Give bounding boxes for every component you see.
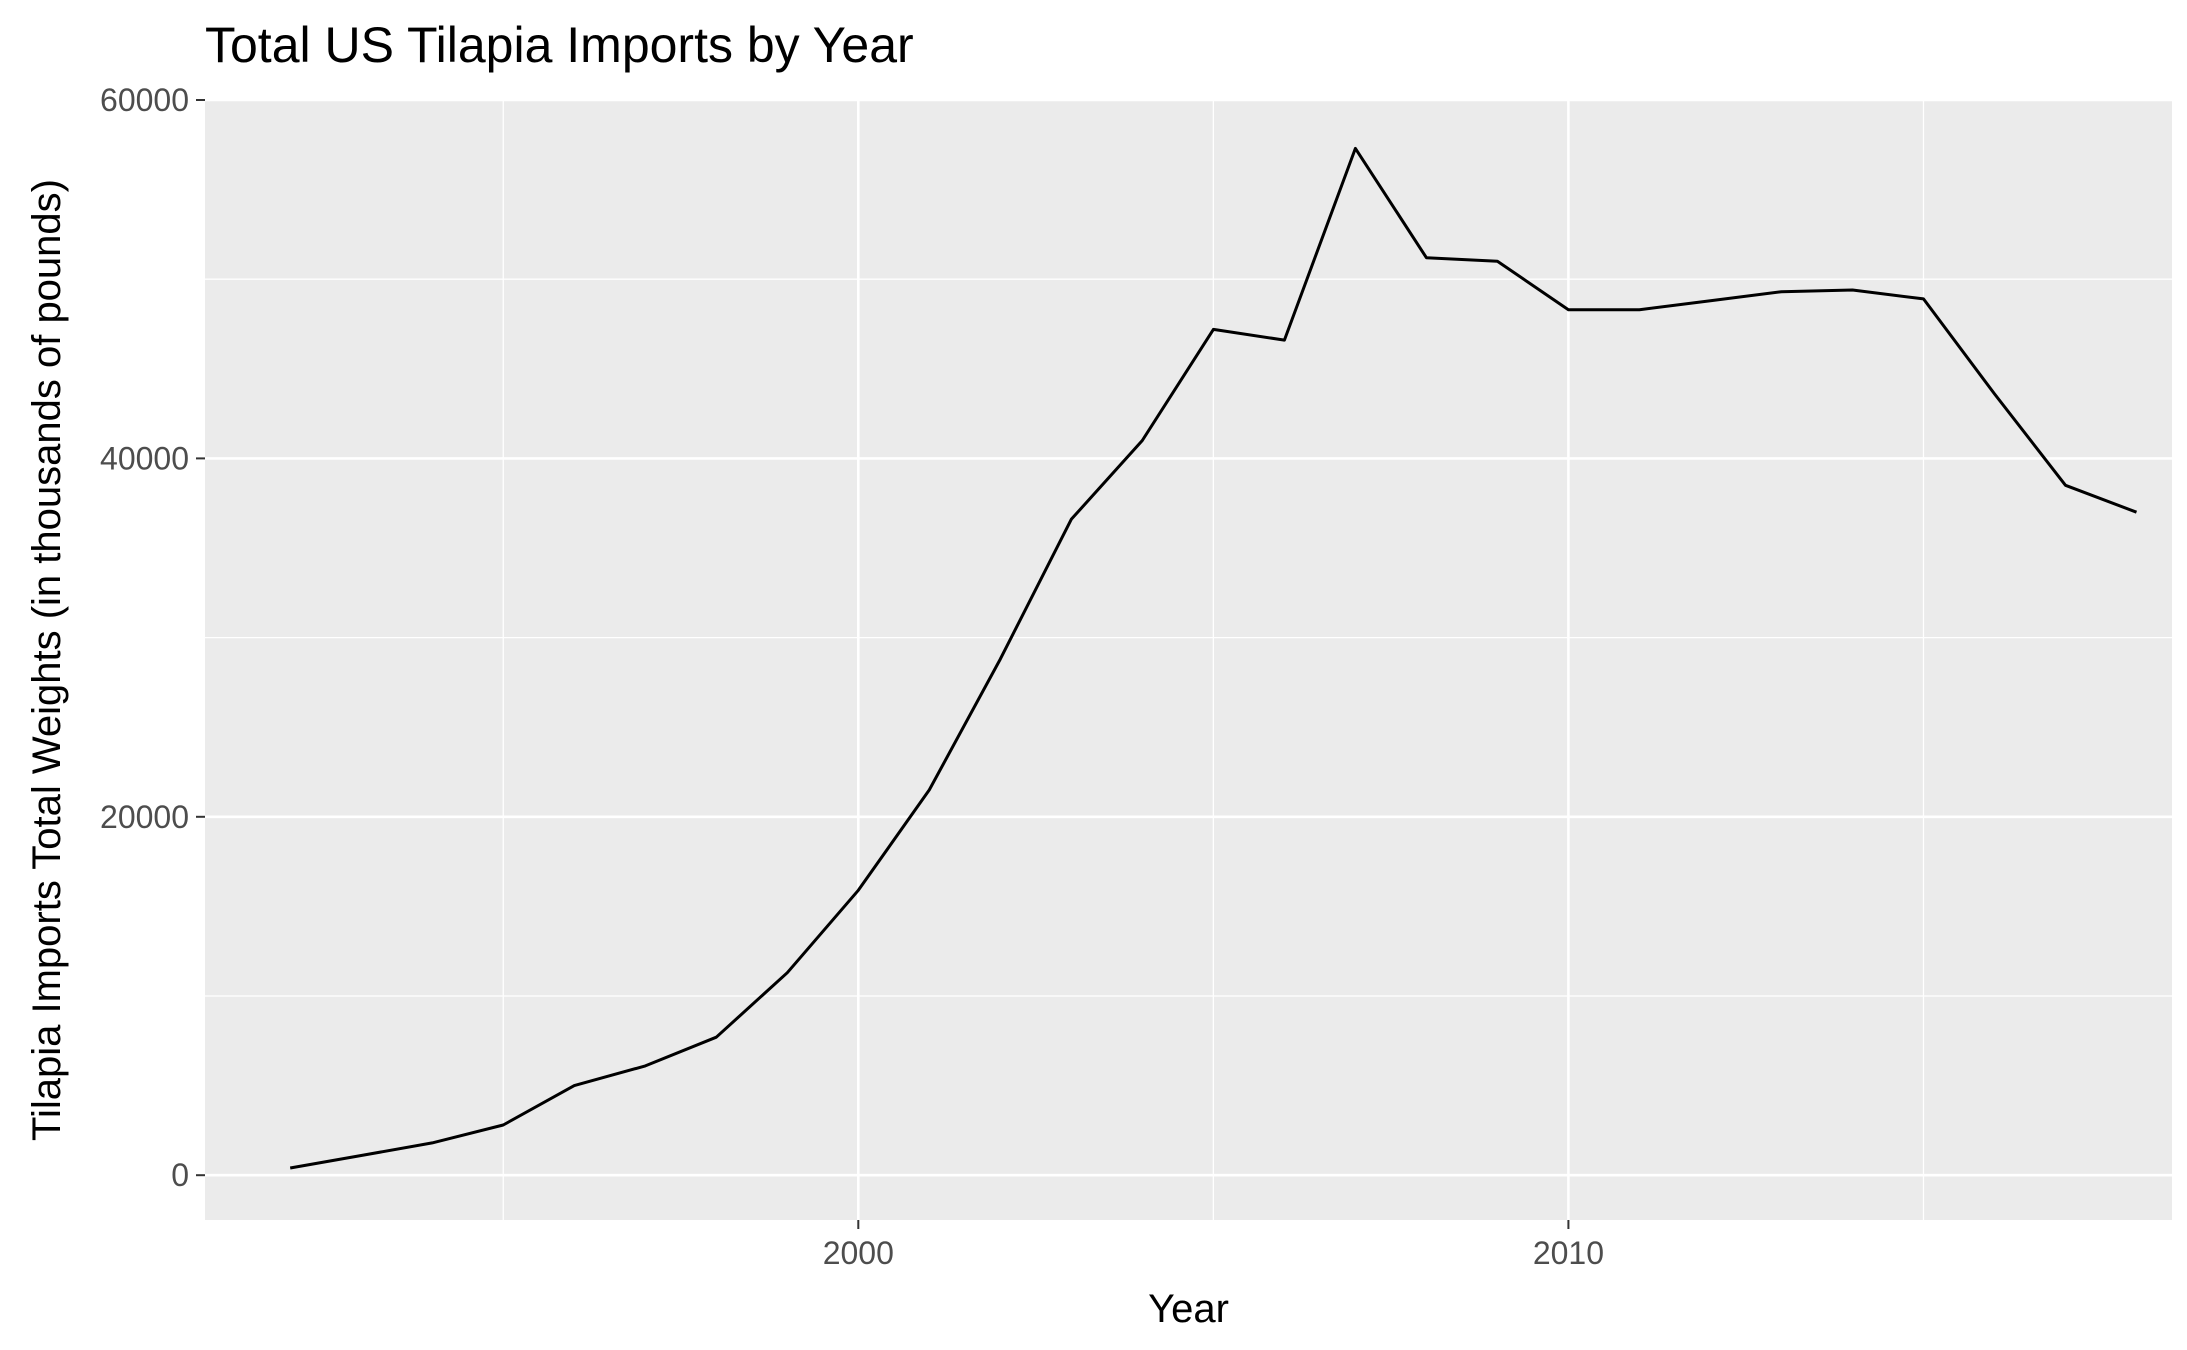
chart-title: Total US Tilapia Imports by Year — [205, 17, 914, 73]
y-axis: 0 20000 40000 60000 — [100, 82, 205, 1193]
major-gridlines — [205, 98, 2172, 1220]
x-axis: 2000 2010 — [823, 1220, 1604, 1271]
series-line — [289, 146, 2138, 1170]
plot-panel — [205, 100, 2172, 1220]
x-tick-label: 2000 — [823, 1235, 894, 1271]
minor-gridlines — [205, 100, 2172, 1220]
y-tick-label: 40000 — [100, 440, 189, 476]
y-tick-label: 60000 — [100, 82, 189, 118]
y-tick-label: 0 — [171, 1157, 189, 1193]
x-tick-label: 2010 — [1533, 1235, 1604, 1271]
x-axis-title: Year — [1148, 1287, 1229, 1331]
y-axis-title: Tilapia Imports Total Weights (in thousa… — [25, 179, 69, 1141]
y-tick-label: 20000 — [100, 799, 189, 835]
